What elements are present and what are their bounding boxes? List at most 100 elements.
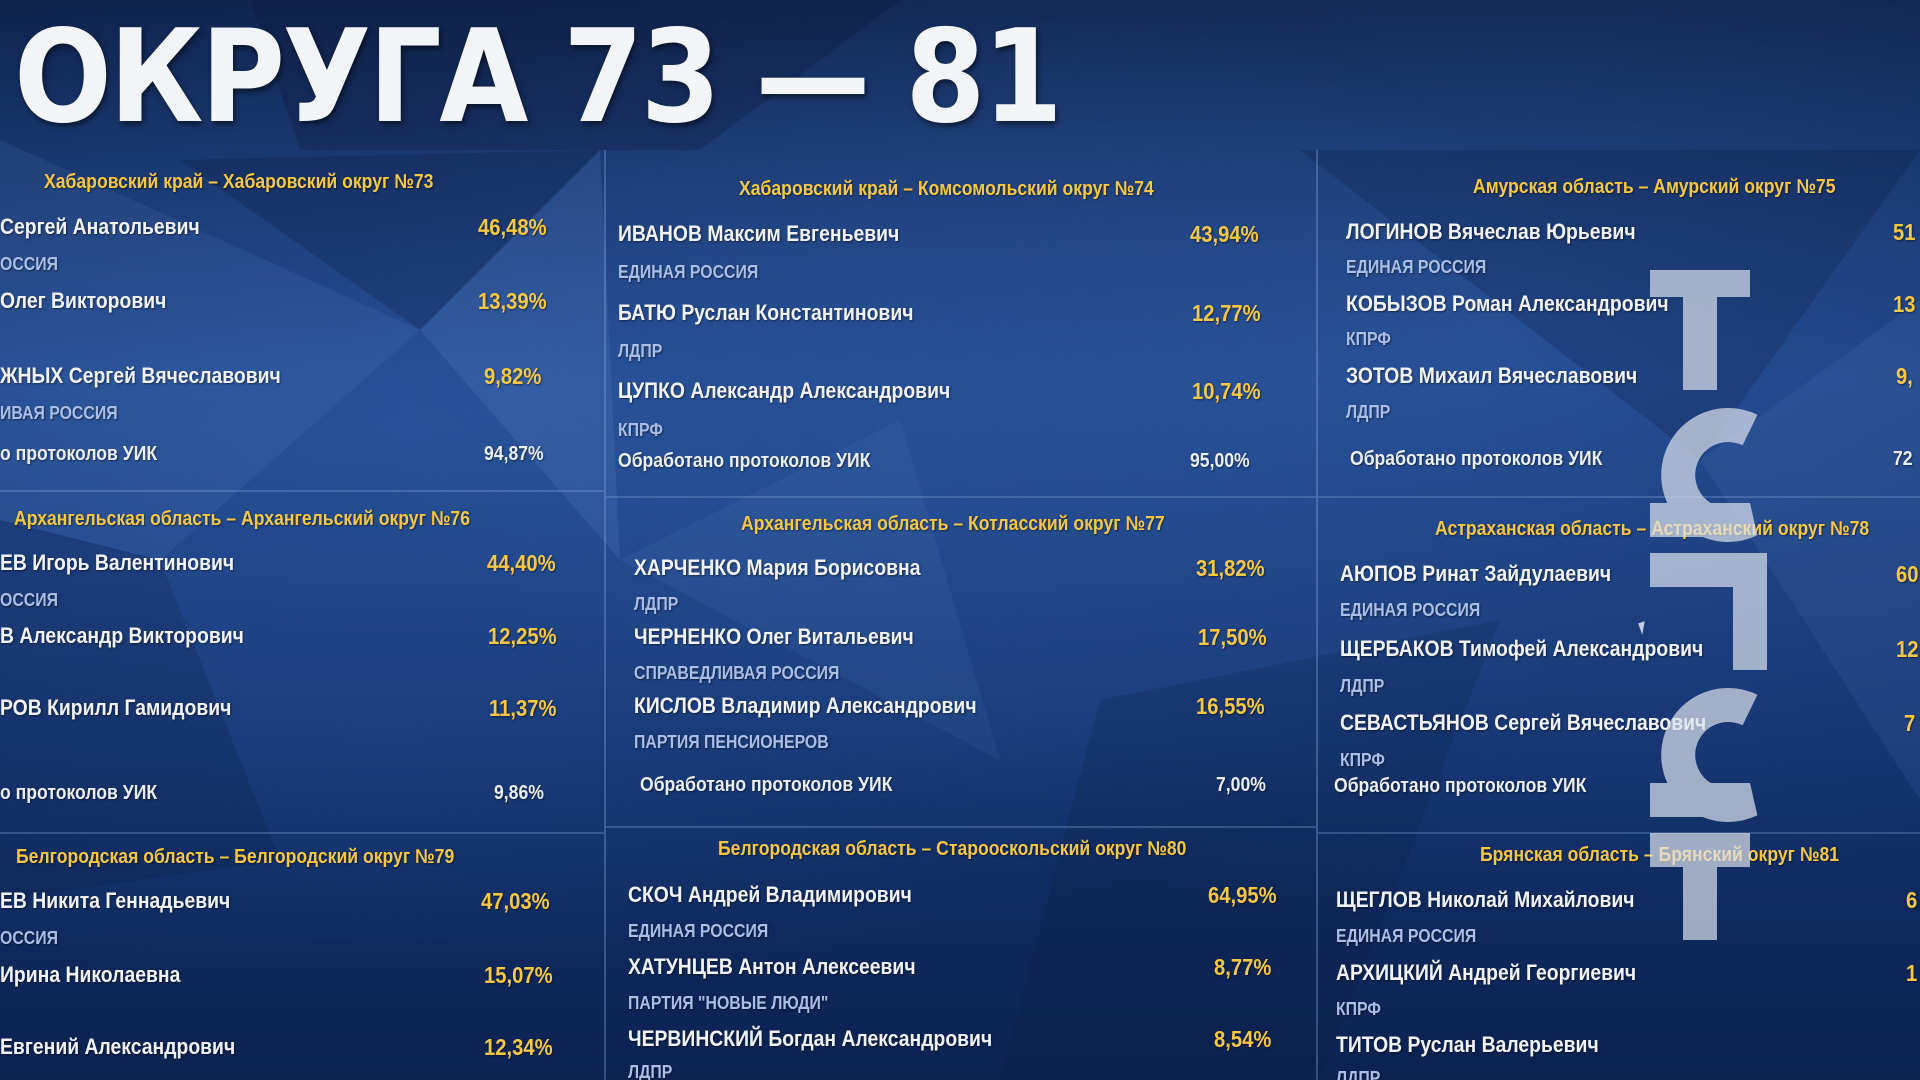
candidate-pct: 12,25%	[488, 623, 557, 649]
candidate-pct: 12,34%	[484, 1034, 553, 1060]
candidate-pct: 44,40%	[487, 550, 556, 576]
candidate-party: ЕДИНАЯ РОССИЯ	[628, 921, 769, 941]
candidate-party: ЕДИНАЯ РОССИЯ	[1336, 926, 1477, 946]
candidate-name: БАТЮ Руслан Константинович	[618, 300, 914, 325]
candidate-name: КИСЛОВ Владимир Александрович	[634, 693, 977, 718]
candidate-pct: 13,39%	[478, 288, 547, 314]
candidate-party: ОССИЯ	[0, 254, 58, 274]
candidate-party: ЛДПР	[1346, 402, 1391, 422]
protocols-label: Обработано протоколов УИК	[1350, 448, 1603, 470]
protocols-label: Обработано протоколов УИК	[1334, 775, 1587, 797]
district-header: Архангельская область – Котласский округ…	[741, 513, 1165, 535]
candidate-name: ЖНЫХ Сергей Вячеславович	[0, 363, 281, 388]
row-divider	[0, 832, 604, 834]
candidate-name: ТИТОВ Руслан Валерьевич	[1336, 1032, 1599, 1057]
candidate-pct: 46,48%	[478, 214, 547, 240]
candidate-party: ЕДИНАЯ РОССИЯ	[1346, 257, 1487, 277]
candidate-name: ЛОГИНОВ Вячеслав Юрьевич	[1346, 219, 1636, 244]
protocols-label: Обработано протоколов УИК	[618, 450, 871, 472]
candidate-name: РОВ Кирилл Гамидович	[0, 695, 232, 720]
protocols-pct: 7,00%	[1216, 774, 1266, 796]
protocols-pct: 72	[1893, 448, 1913, 470]
candidate-pct: 47,03%	[481, 888, 550, 914]
candidate-name: Ирина Николаевна	[0, 962, 181, 987]
candidate-party: КПРФ	[1346, 329, 1391, 349]
candidate-party: КПРФ	[1340, 750, 1385, 770]
candidate-name: В Александр Викторович	[0, 623, 244, 648]
candidate-name: СКОЧ Андрей Владимирович	[628, 882, 912, 907]
row-divider	[606, 826, 1316, 828]
protocols-label: Обработано протоколов УИК	[640, 774, 893, 796]
candidate-name: КОБЫЗОВ Роман Александрович	[1346, 291, 1669, 316]
candidate-party: ЛДПР	[1340, 676, 1385, 696]
candidate-pct: 12,77%	[1192, 300, 1261, 326]
candidate-party: КПРФ	[618, 420, 663, 440]
candidate-party: ЛДПР	[618, 341, 663, 361]
candidate-pct: 9,82%	[484, 363, 542, 389]
candidate-name: Сергей Анатольевич	[0, 214, 200, 239]
candidate-pct: 7	[1904, 710, 1916, 736]
protocols-label: о протоколов УИК	[0, 782, 158, 804]
candidate-party: КПРФ	[1336, 999, 1381, 1019]
column-divider	[1316, 150, 1318, 1080]
candidate-pct: 16,55%	[1196, 693, 1265, 719]
district-header: Белгородская область – Белгородский окру…	[16, 846, 455, 868]
district-header: Хабаровский край – Комсомольский округ №…	[739, 178, 1154, 200]
candidate-name: Олег Викторович	[0, 288, 167, 313]
candidate-pct: 10,74%	[1192, 378, 1261, 404]
candidate-party: ЛДПР	[628, 1062, 673, 1080]
candidate-party: ОССИЯ	[0, 590, 58, 610]
candidate-party: ПАРТИЯ ПЕНСИОНЕРОВ	[634, 732, 829, 752]
candidate-pct: 60	[1896, 561, 1919, 587]
candidate-pct: 11,37%	[489, 695, 557, 721]
candidate-pct: 17,50%	[1198, 624, 1267, 650]
protocols-label: о протоколов УИК	[0, 443, 158, 465]
candidate-party: ЛДПР	[1336, 1068, 1381, 1080]
candidate-name: ЕВ Игорь Валентинович	[0, 550, 235, 575]
protocols-pct: 95,00%	[1190, 450, 1250, 472]
district-header: Архангельская область – Архангельский ок…	[14, 508, 471, 530]
candidate-name: Евгений Александрович	[0, 1034, 236, 1059]
candidate-name: ЧЕРВИНСКИЙ Богдан Александрович	[628, 1026, 993, 1051]
row-divider	[606, 496, 1316, 498]
candidate-name: ХАРЧЕНКО Мария Борисовна	[634, 555, 921, 580]
candidate-name: ЦУПКО Александр Александрович	[618, 378, 951, 403]
candidate-pct: 64,95%	[1208, 882, 1277, 908]
column-divider	[604, 150, 606, 1080]
candidate-party: ПАРТИЯ "НОВЫЕ ЛЮДИ"	[628, 993, 829, 1013]
candidate-party: ИВАЯ РОССИЯ	[0, 403, 118, 423]
candidate-pct: 51	[1893, 219, 1916, 245]
candidate-pct: 9,	[1896, 363, 1913, 389]
candidate-name: ИВАНОВ Максим Евгеньевич	[618, 221, 900, 246]
candidate-party: ОССИЯ	[0, 928, 58, 948]
protocols-pct: 94,87%	[484, 443, 544, 465]
candidate-name: АЮПОВ Ринат Зайдулаевич	[1340, 561, 1612, 586]
candidate-pct: 1	[1906, 960, 1918, 986]
candidate-pct: 12	[1896, 636, 1919, 662]
district-header: Амурская область – Амурский округ №75	[1473, 176, 1836, 198]
candidate-name: СЕВАСТЬЯНОВ Сергей Вячеславович	[1340, 710, 1707, 735]
district-header: Белгородская область – Старооскольский о…	[718, 838, 1187, 860]
candidate-name: ХАТУНЦЕВ Антон Алексеевич	[628, 954, 916, 979]
candidate-party: ЕДИНАЯ РОССИЯ	[618, 262, 759, 282]
candidate-party: ЕДИНАЯ РОССИЯ	[1340, 600, 1481, 620]
district-header: Хабаровский край – Хабаровский округ №73	[44, 171, 434, 193]
candidate-name: ЧЕРНЕНКО Олег Витальевич	[634, 624, 914, 649]
protocols-pct: 9,86%	[494, 782, 544, 804]
candidate-party: СПРАВЕДЛИВАЯ РОССИЯ	[634, 663, 840, 683]
candidate-name: ЕВ Никита Геннадьевич	[0, 888, 231, 913]
candidate-name: ЩЕРБАКОВ Тимофей Александрович	[1340, 636, 1704, 661]
channel-logo-watermark-icon	[1650, 270, 1767, 940]
row-divider	[0, 490, 604, 492]
candidate-party: ЛДПР	[634, 594, 679, 614]
candidate-pct: 31,82%	[1196, 555, 1265, 581]
candidate-name: ЩЕГЛОВ Николай Михайлович	[1336, 887, 1635, 912]
candidate-pct: 43,94%	[1190, 221, 1259, 247]
candidate-name: АРХИЦКИЙ Андрей Георгиевич	[1336, 960, 1637, 985]
candidate-pct: 15,07%	[484, 962, 553, 988]
page-title: ОКРУГА 73 — 81	[14, 3, 1063, 152]
candidate-pct: 6	[1906, 887, 1918, 913]
row-divider	[1318, 496, 1920, 498]
candidate-name: ЗОТОВ Михаил Вячеславович	[1346, 363, 1638, 388]
row-divider	[1318, 832, 1920, 834]
